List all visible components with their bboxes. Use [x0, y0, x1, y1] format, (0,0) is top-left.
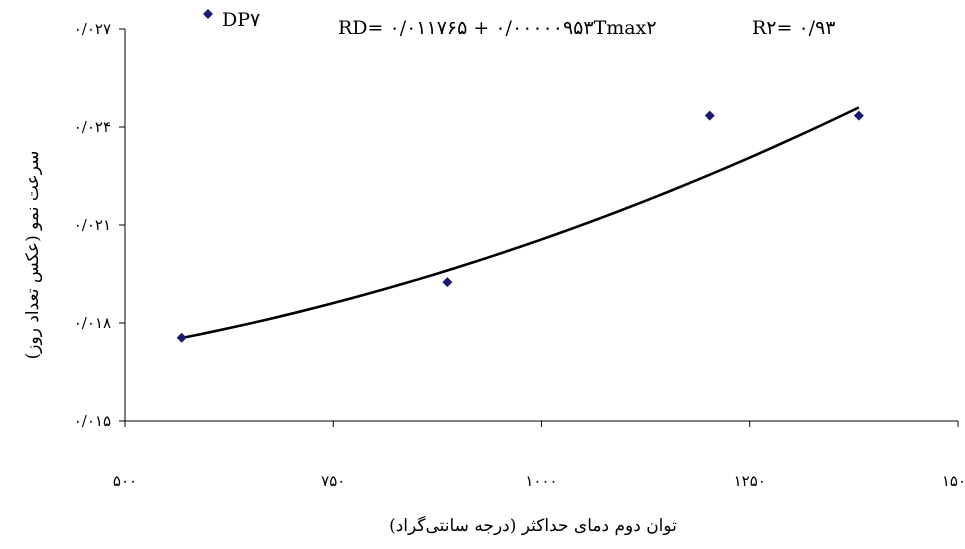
data-point — [853, 110, 864, 121]
legend-series-label: DP۷ — [222, 9, 260, 31]
y-tick-label: ۰/۰۲۱ — [74, 216, 111, 234]
x-axis-ticks: ۵۰۰ ۷۵۰ ۱۰۰۰ ۱۲۵۰ ۱۵۰۰ — [113, 421, 965, 490]
data-point — [442, 277, 453, 288]
trendline-equation: RD= ۰/۰۱۱۷۶۵ + ۰/۰۰۰۰۰۹۵۳Tmax۲ — [338, 17, 657, 39]
x-tick-label: ۷۵۰ — [321, 472, 345, 490]
r-squared-label: R۲= ۰/۹۳ — [752, 17, 836, 39]
y-tick-label: ۰/۰۱۵ — [74, 412, 111, 430]
x-tick-label: ۱۰۰۰ — [525, 472, 557, 490]
y-axis-ticks: ۰/۰۱۵ ۰/۰۱۸ ۰/۰۲۱ ۰/۰۲۴ ۰/۰۲۷ — [74, 20, 125, 430]
trendline-group — [181, 106, 860, 340]
plot-area: ۰/۰۱۵ ۰/۰۱۸ ۰/۰۲۱ ۰/۰۲۴ ۰/۰۲۷ ۵۰۰ ۷۵۰ ۱۰۰۰ ۱۲۵۰… — [74, 20, 965, 490]
x-tick-label: ۱۵۰۰ — [942, 472, 965, 490]
y-tick-label: ۰/۰۲۴ — [74, 118, 111, 136]
data-point — [176, 332, 187, 343]
trendline — [181, 106, 860, 340]
x-axis-title: توان دوم دمای حداکثر (درجه سانتی‌گراد) — [389, 515, 677, 536]
data-points — [176, 110, 864, 343]
legend-marker — [203, 9, 213, 19]
x-tick-label: ۵۰۰ — [113, 472, 137, 490]
x-tick-label: ۱۲۵۰ — [734, 472, 766, 490]
y-tick-label: ۰/۰۱۸ — [74, 314, 111, 332]
data-point — [704, 110, 715, 121]
y-axis-title: سرعت نمو (عکس تعداد روز) — [23, 151, 43, 360]
y-tick-label: ۰/۰۲۷ — [74, 20, 111, 38]
legend: DP۷ — [203, 9, 260, 31]
